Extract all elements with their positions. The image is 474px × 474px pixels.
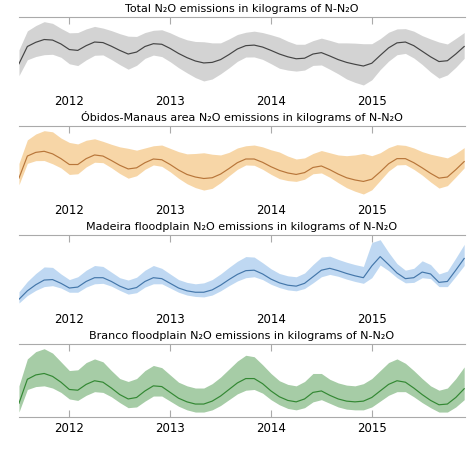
Title: Branco floodplain N₂O emissions in kilograms of N-N₂O: Branco floodplain N₂O emissions in kilog… [89,331,394,341]
Title: Total N₂O emissions in kilograms of N-N₂O: Total N₂O emissions in kilograms of N-N₂… [125,4,358,14]
Title: Madeira floodplain N₂O emissions in kilograms of N-N₂O: Madeira floodplain N₂O emissions in kilo… [86,222,397,232]
Title: Óbidos-Manaus area N₂O emissions in kilograms of N-N₂O: Óbidos-Manaus area N₂O emissions in kilo… [81,111,403,123]
